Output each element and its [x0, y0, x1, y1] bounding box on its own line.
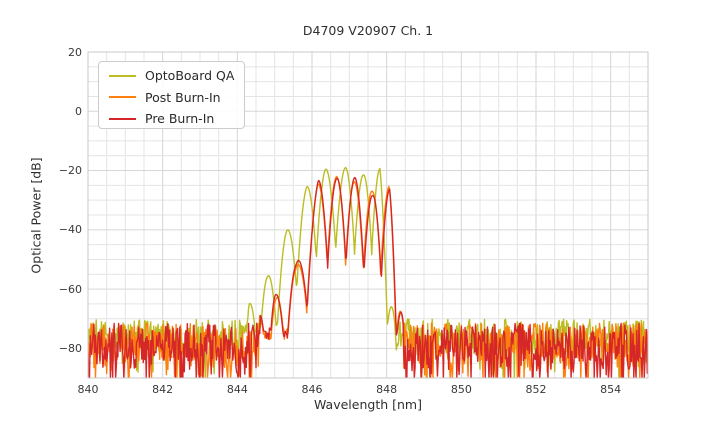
x-tick-label: 850 — [450, 383, 472, 396]
x-tick-label: 848 — [376, 383, 398, 396]
legend-label: Pre Burn-In — [145, 111, 215, 127]
y-tick-label: −20 — [58, 164, 82, 178]
legend-line-swatch — [109, 74, 136, 77]
legend-label: OptoBoard QA — [145, 68, 235, 84]
legend-line-swatch — [109, 117, 136, 120]
x-tick-label: 842 — [152, 383, 174, 396]
legend-line-swatch — [109, 96, 136, 99]
x-tick-label: 852 — [525, 383, 547, 396]
legend-label: Post Burn-In — [145, 89, 221, 105]
legend: OptoBoard QA Post Burn-In Pre Burn-In — [98, 61, 245, 129]
legend-item-optoboard-qa: OptoBoard QA — [109, 65, 244, 87]
legend-item-post-burn-in: Post Burn-In — [109, 87, 244, 109]
axes-frame — [87, 51, 649, 379]
x-tick-label: 854 — [600, 383, 622, 396]
legend-item-pre-burn-in: Pre Burn-In — [109, 108, 244, 130]
y-tick-label: −60 — [58, 282, 82, 296]
series-line-pre-burn-in — [88, 176, 648, 378]
y-tick-label: 20 — [68, 45, 82, 59]
y-tick-label: −80 — [58, 341, 82, 355]
chart-title: D4709 V20907 Ch. 1 — [302, 23, 434, 38]
x-tick-label: 846 — [301, 383, 323, 396]
y-tick-label: 0 — [75, 104, 82, 118]
x-tick-label: 840 — [77, 383, 99, 396]
x-tick-label: 844 — [226, 383, 248, 396]
x-axis-label: Wavelength [nm] — [314, 397, 422, 412]
y-tick-label: −40 — [58, 223, 82, 237]
